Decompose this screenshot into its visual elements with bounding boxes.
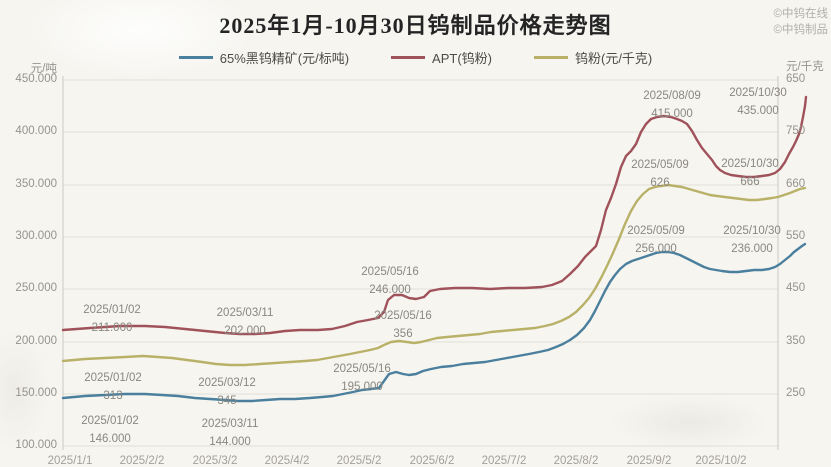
annotation-value: 256.000 [635,243,677,255]
left-axis-tick: 400.000 [15,125,57,137]
data-point-annotation: 2025/01/02 313 [84,369,142,405]
annotation-date: 2025/05/16 [361,266,419,278]
legend-line-swatch [533,56,568,59]
annotation-date: 2025/10/30 [723,225,781,237]
left-axis-tick: 100.000 [15,439,57,451]
annotation-value: 626 [650,177,670,189]
right-axis-tick: 450 [786,282,806,294]
annotation-date: 2025/05/09 [631,159,689,171]
annotation-date: 2025/05/16 [374,310,432,322]
left-axis-tick: 450.000 [15,73,57,85]
left-axis-tick: 200.000 [15,335,57,347]
annotation-value: 195.000 [341,381,383,393]
data-point-annotation: 2025/05/09 256.000 [627,222,685,258]
annotation-value: 313 [103,390,123,402]
annotation-date: 2025/05/16 [333,363,391,375]
legend-label: 钨粉(元/千克) [574,51,653,66]
annotation-value: 211.000 [91,322,133,334]
right-axis-tick: 250 [786,387,806,399]
annotation-date: 2025/01/02 [81,415,139,427]
data-point-annotation: 2025/05/16 356 [374,307,432,343]
annotation-value: 415.000 [651,108,693,120]
data-point-annotation: 2025/01/02 146.000 [81,412,139,448]
annotation-value: 435.000 [737,105,779,117]
legend-item: 钨粉(元/千克) [533,48,653,67]
annotation-value: 202.000 [224,325,266,337]
left-axis-tick: 250.000 [15,282,57,294]
x-axis-tick: 2025/4/2 [264,455,310,467]
chart-title: 2025年1月-10月30日钨制品价格走势图 [219,13,612,38]
data-point-annotation: 2025/05/16 195.000 [333,360,391,396]
chart-legend: 65%黑钨精矿(元/标吨) APT(钨粉) 钨粉(元/千克) [0,48,831,67]
data-point-annotation: 2025/05/16 246.000 [361,263,419,299]
legend-line-swatch [391,56,426,59]
annotation-value: 146.000 [89,433,131,445]
x-axis-tick: 2025/3/2 [192,455,238,467]
x-axis-tick: 2025/9/2 [626,455,672,467]
series-line-65%黑钨精矿(元/标吨) [61,242,807,403]
left-axis-title: 元/吨 [30,63,57,75]
annotation-value: 356 [393,328,413,340]
right-axis-tick: 550 [786,230,806,242]
data-point-annotation: 2025/01/02 211.000 [83,301,141,337]
annotation-value: 666 [740,176,760,188]
data-point-annotation: 2025/08/09 415.000 [643,87,701,123]
legend-line-swatch [178,56,213,59]
data-point-annotation: 2025/10/30 666 [721,155,779,191]
data-point-annotation: 2025/03/11 202.000 [217,304,274,340]
annotation-value: 246.000 [369,284,411,296]
annotation-value: 236.000 [731,243,773,255]
annotation-date: 2025/03/12 [198,377,256,389]
annotation-date: 2025/05/09 [627,225,685,237]
legend-item: 65%黑钨精矿(元/标吨) [178,48,350,67]
legend-label: 65%黑钨精矿(元/标吨) [219,51,350,66]
annotation-date: 2025/01/02 [84,372,142,384]
left-axis-tick: 300.000 [15,230,57,242]
data-point-annotation: 2025/10/30 435.000 [729,84,787,120]
annotation-date: 2025/10/30 [729,87,787,99]
x-axis-tick: 2025/1/1 [47,455,93,467]
site-watermark: ©中钨在线 ©中钨制品 [774,6,828,38]
series-line-钨粉(元/千克) [61,183,807,367]
legend-item: APT(钨粉) [391,48,492,67]
annotation-date: 2025/08/09 [643,90,701,102]
right-axis-title: 元/千克 [786,61,824,73]
x-axis-tick: 2025/5/2 [336,455,382,467]
annotation-date: 2025/03/11 [216,307,274,319]
x-axis-tick: 2025/6/2 [409,455,455,467]
legend-label: APT(钨粉) [432,51,492,66]
right-axis-tick: 750 [786,125,806,137]
annotation-date: 2025/03/11 [201,418,259,430]
x-axis-tick: 2025/2/2 [119,455,165,467]
right-axis-tick: 650 [786,73,806,85]
annotation-date: 2025/01/02 [83,304,141,316]
series-line-APT(钨粉) [61,95,808,336]
left-axis-tick: 150.000 [15,387,57,399]
x-axis-tick: 2025/7/2 [481,455,527,467]
right-axis-tick: 350 [786,335,806,347]
data-point-annotation: 2025/05/09 626 [631,156,689,192]
annotation-date: 2025/10/30 [721,158,779,170]
x-axis-tick: 2025/8/2 [553,455,599,467]
annotation-value: 345 [217,395,237,407]
x-axis-tick: 2025/10/2 [695,455,747,467]
right-axis-tick: 660 [786,178,806,190]
data-point-annotation: 2025/03/11 144.000 [202,415,259,451]
site-watermark-line1: ©中钨在线 [773,8,828,20]
data-point-annotation: 2025/03/12 345 [198,374,256,410]
left-axis-tick: 350.000 [15,178,57,190]
site-watermark-line2: ©中钨制品 [773,24,828,36]
data-point-annotation: 2025/10/30 236.000 [723,222,781,258]
annotation-value: 144.000 [209,436,251,448]
